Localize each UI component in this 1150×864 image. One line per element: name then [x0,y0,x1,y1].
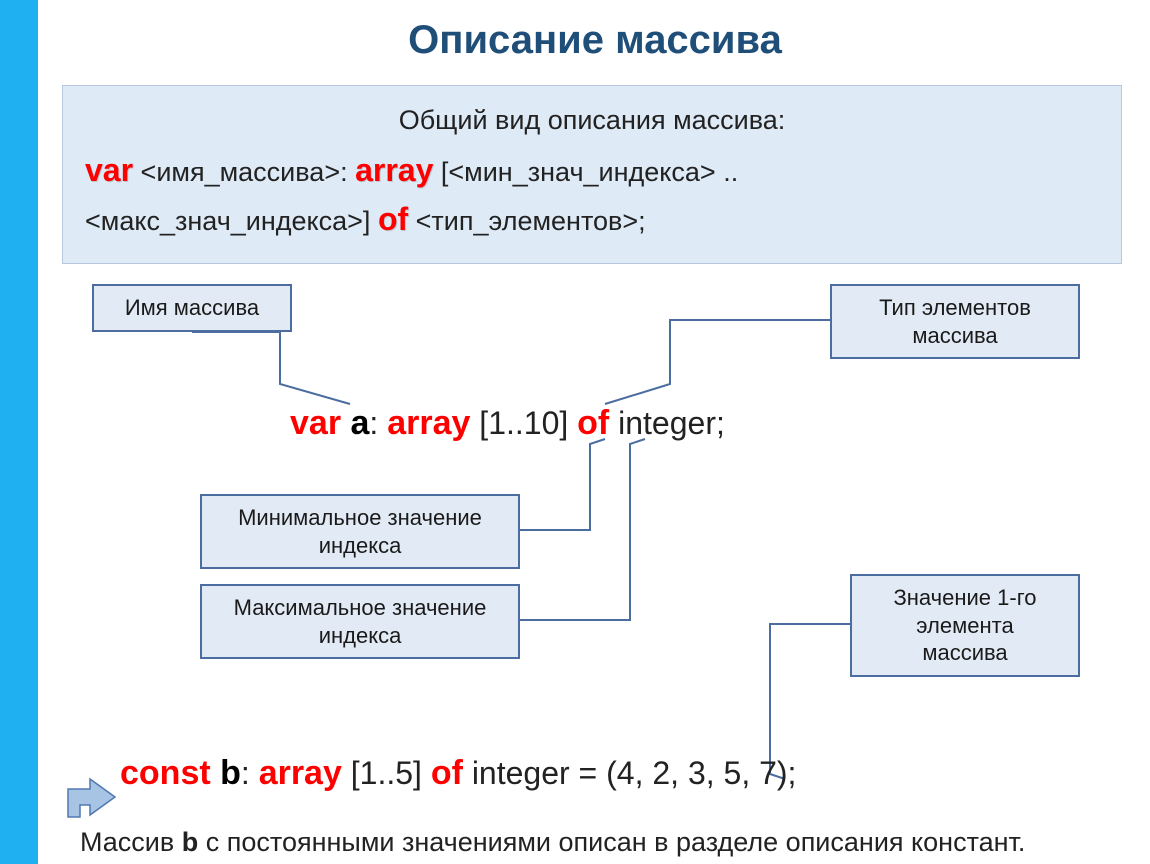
sidebar-accent [0,0,38,864]
kw-var: var [85,152,133,188]
syntax-line: var <имя_массива>: array [<мин_знач_инде… [85,146,1099,245]
kw-of: of [431,754,463,792]
code-example-var: var a: array [1..10] of integer; [290,404,725,443]
syntax-part4: <тип_элементов>; [408,206,646,236]
footer-bold: b [182,827,199,857]
code1-colon: : [369,405,387,441]
label-first-value: Значение 1-гоэлементамассива [850,574,1080,677]
code2-tail: integer = (4, 2, 3, 5, 7); [463,755,797,791]
label-array-name: Имя массива [92,284,292,332]
kw-array: array [355,152,433,188]
code-example-const: const b: array [1..5] of integer = (4, 2… [120,754,796,793]
kw-array: array [259,754,342,792]
kw-array: array [387,404,470,442]
syntax-part1: <имя_массива>: [133,157,355,187]
syntax-box: Общий вид описания массива: var <имя_мас… [62,85,1122,264]
code1-range: [1..10] [470,405,577,441]
diagram-area: Имя массива Тип элементовмассива Минимал… [50,284,1140,854]
code2-colon: : [241,755,259,791]
footer-post: с постоянными значениями описан в раздел… [198,827,1025,857]
code2-range: [1..5] [342,755,431,791]
kw-const: const [120,754,211,792]
kw-of: of [378,201,408,237]
kw-var: var [290,404,341,442]
label-element-type: Тип элементовмассива [830,284,1080,359]
code1-tail: integer; [609,405,725,441]
syntax-intro: Общий вид описания массива: [85,100,1099,142]
syntax-part3: <макс_знач_индекса>] [85,206,378,236]
page-title: Описание массива [50,18,1140,63]
footer-pre: Массив [80,827,182,857]
syntax-part2: [<мин_знач_индекса> .. [433,157,738,187]
kw-of: of [577,404,609,442]
footer-description: Массив b с постоянными значениями описан… [80,824,1110,860]
label-max-index: Максимальное значениеиндекса [200,584,520,659]
code2-id: b [211,754,241,792]
label-min-index: Минимальное значениеиндекса [200,494,520,569]
code1-id: a [341,404,369,442]
slide-content: Описание массива Общий вид описания масс… [50,0,1140,864]
